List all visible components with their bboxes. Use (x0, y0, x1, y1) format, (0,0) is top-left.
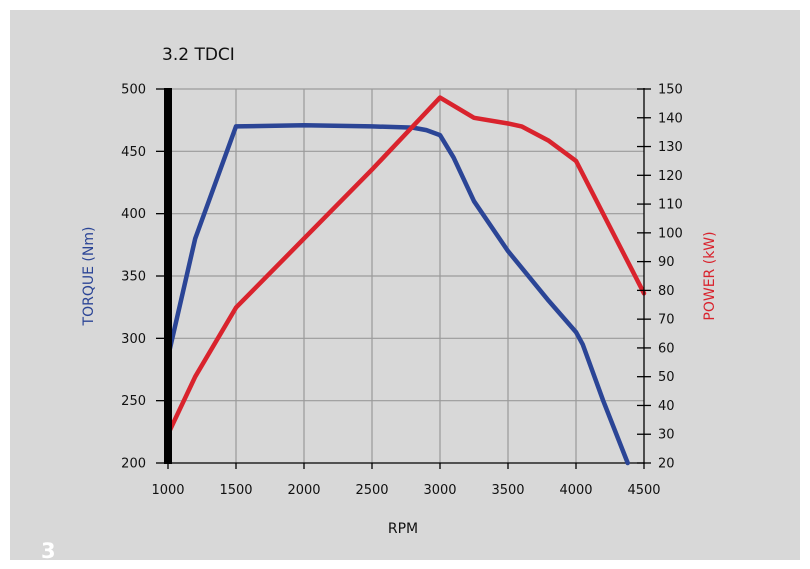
x-tick-label: 3000 (423, 483, 456, 498)
y-right-tick-label: 30 (658, 428, 675, 443)
y-right-tick-label: 150 (658, 83, 683, 98)
left-axis-bar (164, 88, 172, 464)
y-axis-title-left: TORQUE (Nm) (81, 227, 97, 327)
y-right-tick-label: 130 (658, 140, 683, 155)
y-right-tick-label: 80 (658, 284, 675, 299)
torque-power-chart: 1000 1500 2000 2500 3000 3500 4000 4500 200 250 30… (81, 45, 718, 537)
y-left-tick-label: 500 (121, 83, 146, 98)
y-right-tick-label: 90 (658, 255, 675, 270)
y-right-tick-label: 120 (658, 169, 683, 184)
x-tick-label: 2500 (355, 483, 388, 498)
y-right-tick-label: 20 (658, 457, 675, 472)
y-right-tick-label: 60 (658, 341, 675, 356)
y-right-tick-label: 110 (658, 198, 683, 213)
y-left-tick-label: 300 (121, 332, 146, 347)
x-tick-label: 4500 (627, 483, 660, 498)
grid (168, 88, 644, 464)
y-right-tick-label: 140 (658, 111, 683, 126)
y-right-tick-label: 100 (658, 226, 683, 241)
y-left-tick-label: 450 (121, 145, 146, 160)
y-left-tick-label: 400 (121, 207, 146, 222)
torque-curve (165, 122, 630, 466)
power-curve (165, 95, 647, 437)
x-tick-label: 2000 (287, 483, 320, 498)
chart-title: 3.2 TDCI (162, 45, 235, 65)
series-layer (165, 95, 647, 466)
x-tick-label: 1000 (151, 483, 184, 498)
y-axis-title-right: POWER (kW) (702, 231, 718, 320)
x-axis-title: RPM (388, 521, 418, 537)
y-right-tick-label: 70 (658, 313, 675, 328)
y-right-tick-label: 50 (658, 370, 675, 385)
x-tick-label: 3500 (491, 483, 524, 498)
y-left-tick-label: 200 (121, 457, 146, 472)
page-number: 3 (41, 539, 56, 563)
y-right-tick-label: 40 (658, 399, 675, 414)
x-tick-label: 1500 (219, 483, 252, 498)
ticks: 1000 1500 2000 2500 3000 3500 4000 4500 200 250 30… (121, 83, 683, 499)
y-left-tick-label: 350 (121, 270, 146, 285)
x-tick-label: 4000 (559, 483, 592, 498)
y-left-tick-label: 250 (121, 394, 146, 409)
chart-panel: 1000 1500 2000 2500 3000 3500 4000 4500 200 250 30… (10, 10, 800, 563)
